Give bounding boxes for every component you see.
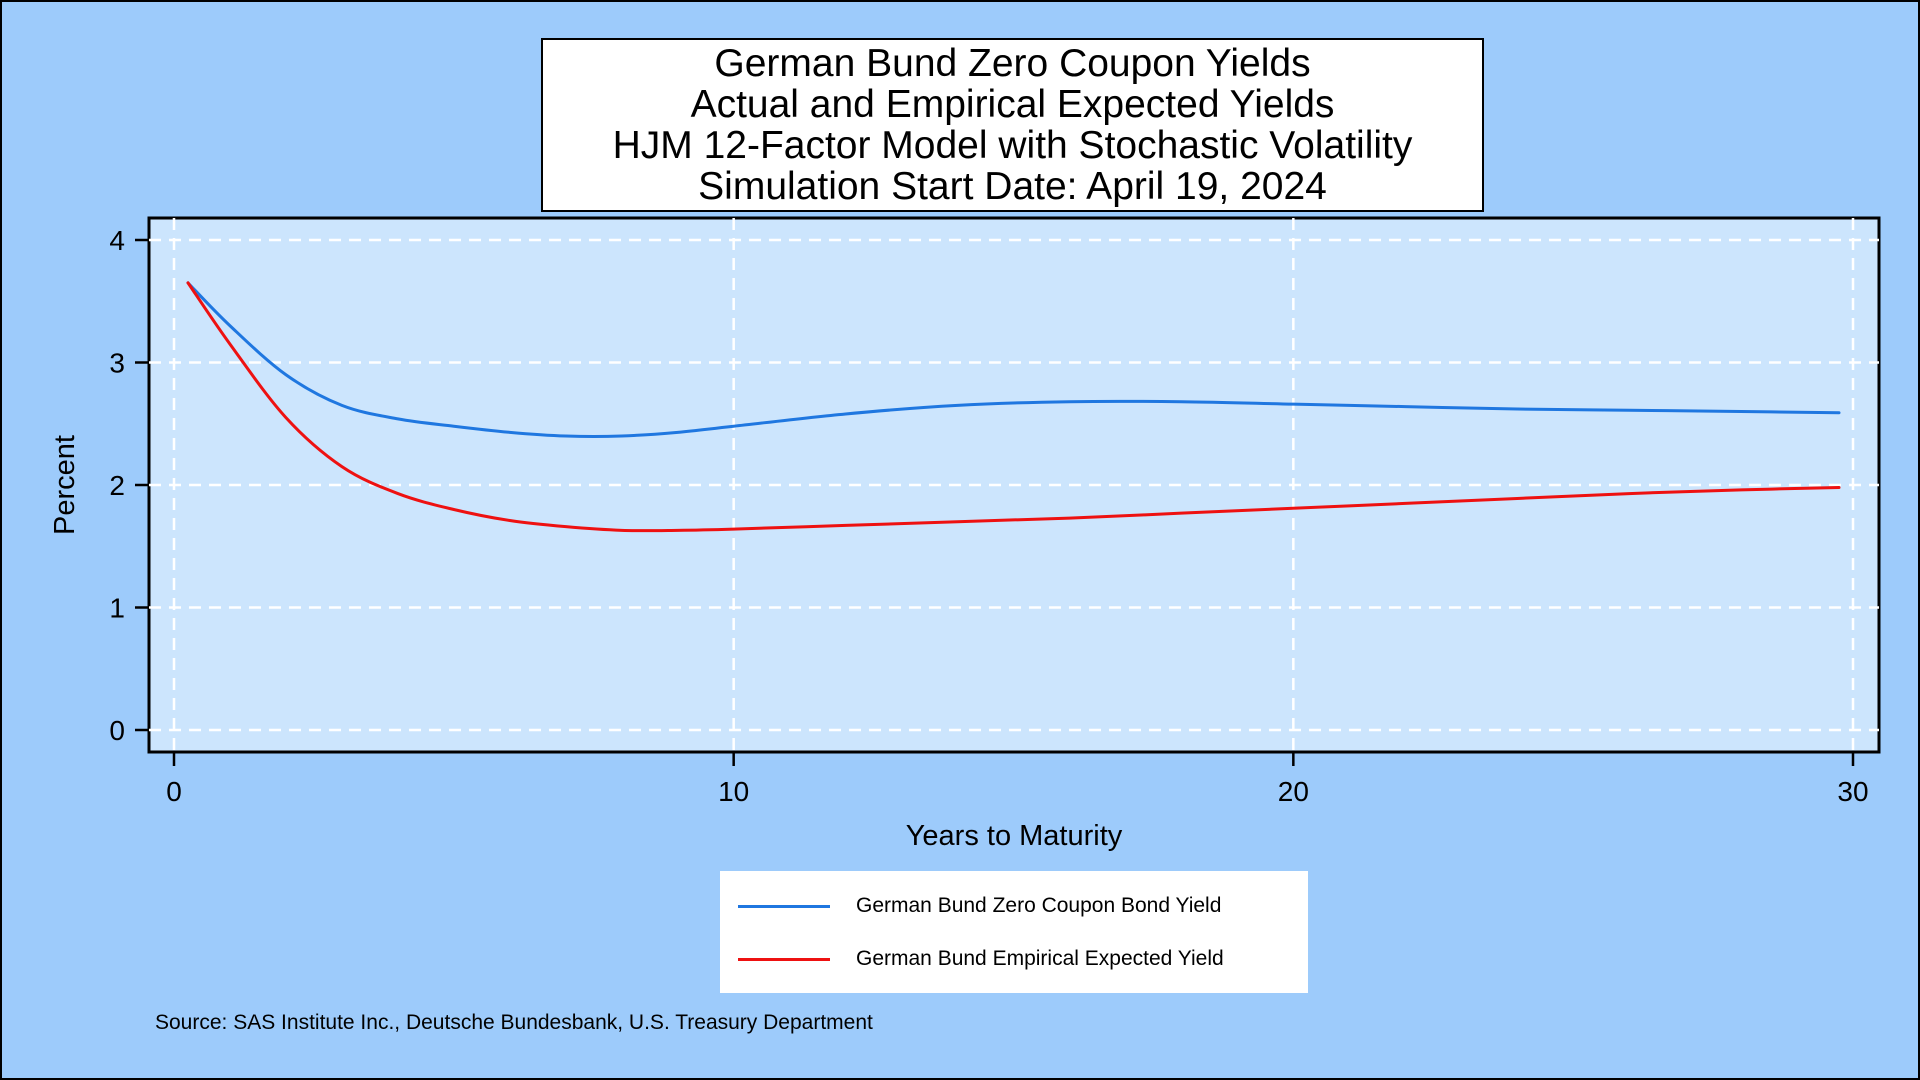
chart-title-line-3: HJM 12-Factor Model with Stochastic Vola… [612, 124, 1413, 167]
x-tick-label: 10 [718, 776, 749, 807]
x-tick-label: 0 [166, 776, 182, 807]
legend-label: German Bund Zero Coupon Bond Yield [856, 894, 1222, 917]
series-line-expected-yield [186, 281, 1841, 533]
y-tick-label: 4 [109, 225, 125, 256]
series-line-zero-coupon-yield [186, 281, 1841, 438]
grid-lines [149, 218, 1879, 752]
legend-swatch-red [738, 957, 830, 961]
series-layer [186, 281, 1841, 533]
legend-item-expected-yield: German Bund Empirical Expected Yield [738, 944, 1224, 974]
legend-swatch-blue [738, 904, 830, 908]
chart-title-line-2: Actual and Empirical Expected Yields [690, 83, 1335, 126]
y-tick-label: 1 [109, 593, 125, 624]
y-tick-label: 2 [109, 470, 125, 501]
y-tick-label: 0 [109, 715, 125, 746]
source-note: Source: SAS Institute Inc., Deutsche Bun… [155, 1011, 873, 1034]
x-axis-title: Years to Maturity [906, 820, 1123, 852]
legend: German Bund Zero Coupon Bond Yield Germa… [720, 871, 1308, 993]
x-tick-label: 30 [1837, 776, 1868, 807]
y-axis-title: Percent [49, 435, 81, 535]
chart-title-line-4: Simulation Start Date: April 19, 2024 [698, 165, 1327, 208]
y-tick-label: 3 [109, 348, 125, 379]
legend-label: German Bund Empirical Expected Yield [856, 947, 1224, 970]
axes: 0 1 2 3 4 0 10 20 30 [109, 225, 1868, 807]
x-tick-label: 20 [1278, 776, 1309, 807]
chart-title-box: German Bund Zero Coupon Yields Actual an… [541, 38, 1484, 212]
legend-item-zero-coupon-yield: German Bund Zero Coupon Bond Yield [738, 891, 1221, 921]
chart-title-line-1: German Bund Zero Coupon Yields [714, 42, 1311, 85]
